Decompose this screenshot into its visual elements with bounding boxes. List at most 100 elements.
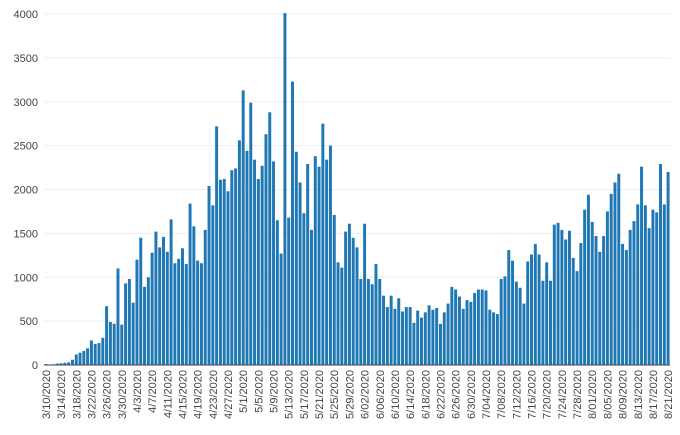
- bar: [302, 213, 306, 365]
- y-tick-label: 3000: [14, 97, 38, 109]
- bar: [518, 287, 522, 365]
- bar: [260, 165, 264, 365]
- bar: [169, 219, 173, 365]
- bar: [154, 231, 158, 365]
- bar: [461, 308, 465, 365]
- bar: [647, 228, 651, 365]
- bar: [192, 226, 196, 365]
- x-tick-label: 8/21/2020: [663, 370, 675, 419]
- bar: [484, 290, 488, 365]
- bar: [408, 307, 412, 365]
- bar: [621, 243, 625, 365]
- bar: [74, 354, 78, 365]
- bar: [222, 178, 226, 365]
- x-tick-label: 5/21/2020: [314, 370, 326, 419]
- bar: [101, 337, 105, 365]
- bar: [492, 312, 496, 365]
- bar: [465, 300, 469, 365]
- bar: [613, 182, 617, 365]
- bar: [457, 296, 461, 365]
- bar: [70, 359, 74, 365]
- bar: [93, 343, 97, 365]
- x-tick-label: 8/17/2020: [648, 370, 660, 419]
- bar: [446, 303, 450, 365]
- bar: [651, 209, 655, 365]
- x-tick-label: 3/30/2020: [117, 370, 129, 419]
- x-tick-label: 6/02/2020: [360, 370, 372, 419]
- x-tick-label: 4/7/2020: [147, 370, 159, 413]
- y-tick-label: 2500: [14, 141, 38, 153]
- bar: [564, 239, 568, 365]
- bar: [412, 322, 416, 365]
- bar: [628, 229, 632, 365]
- bar: [139, 237, 143, 365]
- bar: [321, 123, 325, 365]
- bar: [298, 182, 302, 365]
- bar: [431, 309, 435, 365]
- bar: [287, 217, 291, 365]
- x-tick-label: 3/10/2020: [41, 370, 53, 419]
- bar: [237, 140, 241, 365]
- x-tick-label: 5/25/2020: [329, 370, 341, 419]
- bar: [363, 223, 367, 365]
- x-tick-label: 7/28/2020: [572, 370, 584, 419]
- bar: [120, 324, 124, 365]
- x-tick-label: 8/05/2020: [602, 370, 614, 419]
- bar: [256, 178, 260, 365]
- bar: [249, 102, 253, 365]
- bar: [488, 309, 492, 365]
- x-axis-ticks: 3/10/2020 3/14/2020 3/18/2020 3/22/2020 3/26…: [41, 370, 675, 419]
- bar: [127, 279, 131, 365]
- bar: [309, 229, 313, 365]
- bar: [556, 222, 560, 365]
- bar: [401, 311, 405, 365]
- y-tick-label: 2000: [14, 185, 38, 197]
- bar: [279, 253, 283, 365]
- bar: [86, 348, 90, 365]
- x-tick-label: 6/06/2020: [375, 370, 387, 419]
- y-tick-label: 3500: [14, 53, 38, 65]
- bar: [203, 229, 207, 365]
- bar: [347, 223, 351, 365]
- bar: [313, 156, 317, 365]
- bar: [207, 185, 211, 365]
- x-tick-label: 7/24/2020: [557, 370, 569, 419]
- bar: [598, 251, 602, 365]
- bar: [499, 279, 503, 365]
- bar: [218, 179, 222, 365]
- x-tick-label: 6/30/2020: [466, 370, 478, 419]
- bar: [495, 314, 499, 365]
- bar: [579, 243, 583, 365]
- bar: [480, 289, 484, 365]
- bar: [82, 350, 86, 365]
- bar: [545, 262, 549, 365]
- y-tick-label: 4000: [14, 9, 38, 21]
- bar: [272, 161, 276, 365]
- bar: [336, 262, 340, 365]
- x-tick-label: 3/18/2020: [71, 370, 83, 419]
- bar: [283, 13, 287, 366]
- bar: [594, 236, 598, 365]
- bar: [226, 191, 230, 365]
- bar: [317, 166, 321, 365]
- bar: [427, 305, 431, 365]
- x-tick-label: 4/19/2020: [193, 370, 205, 419]
- bar: [291, 81, 294, 365]
- bar: [359, 279, 363, 365]
- x-tick-label: 4/27/2020: [223, 370, 235, 419]
- bar: [385, 307, 389, 365]
- y-tick-label: 0: [32, 360, 38, 372]
- bar: [325, 159, 329, 365]
- bar: [420, 317, 423, 365]
- y-tick-label: 1000: [14, 272, 38, 284]
- bar: [196, 260, 200, 365]
- bar: [662, 204, 666, 365]
- x-tick-label: 5/13/2020: [284, 370, 296, 419]
- bar: [366, 279, 370, 365]
- bar: [522, 303, 526, 365]
- bar: [533, 243, 537, 365]
- x-tick-label: 5/5/2020: [253, 370, 265, 413]
- bar: [230, 170, 234, 365]
- x-tick-label: 6/26/2020: [451, 370, 463, 419]
- bar: [416, 310, 420, 365]
